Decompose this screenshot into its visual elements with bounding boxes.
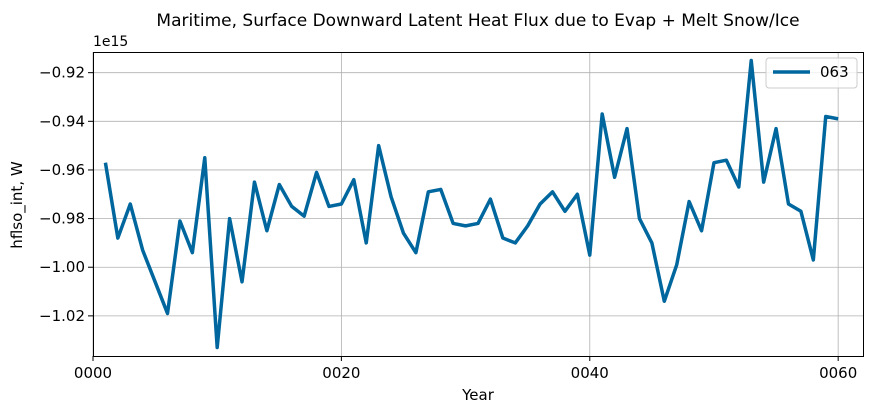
y-tick-label: −0.98 (39, 210, 85, 228)
chart-title: Maritime, Surface Downward Latent Heat F… (156, 11, 799, 31)
legend: 063 (765, 57, 858, 89)
plot-area-frame (93, 52, 864, 357)
y-axis-ticks: −1.02 −1.00 −0.98 −0.96 −0.94 −0.92 (39, 64, 93, 325)
legend-box (765, 57, 858, 89)
y-axis-label: hflso_int, W (8, 161, 27, 249)
series-layer (103, 58, 839, 350)
y-tick-label: −0.96 (39, 161, 85, 179)
x-tick-label: 0000 (74, 364, 112, 382)
x-tick-label: 0020 (322, 364, 360, 382)
y-tick-label: −0.92 (39, 64, 85, 82)
x-tick-label: 0040 (571, 364, 609, 382)
y-tick-label: −1.00 (39, 258, 85, 276)
series-line (103, 58, 839, 350)
x-axis-ticks: 0000 0020 0040 0060 (74, 356, 857, 382)
x-axis-label: Year (461, 386, 495, 404)
legend-label: 063 (820, 63, 849, 81)
x-tick-label: 0060 (819, 364, 857, 382)
y-tick-label: −1.02 (39, 307, 85, 325)
y-offset-label: 1e15 (93, 34, 128, 50)
y-tick-label: −0.94 (39, 112, 85, 130)
